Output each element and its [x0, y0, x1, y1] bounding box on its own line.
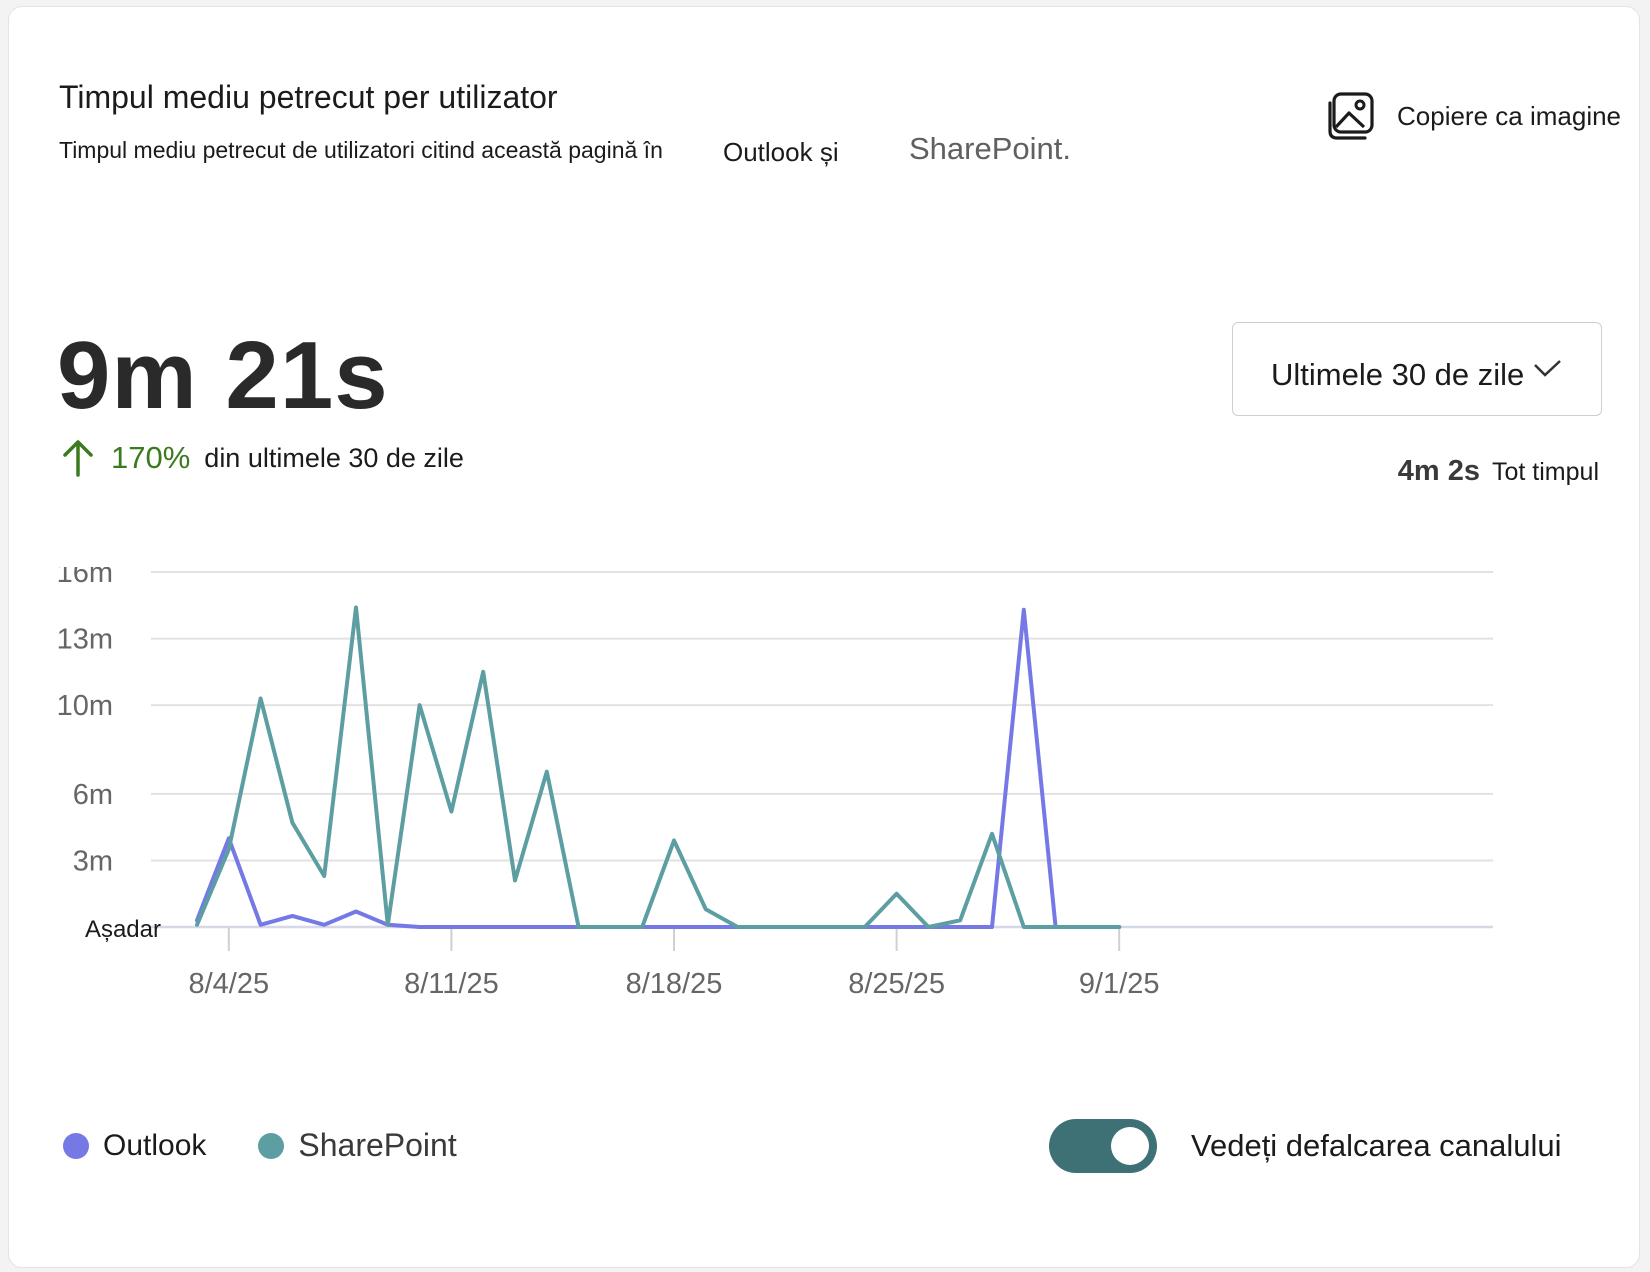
- card-subtitle: Timpul mediu petrecut de utilizatori cit…: [59, 137, 663, 163]
- y-tick-label: 3m: [73, 845, 113, 877]
- all-time-stat: 4m 2s Tot timpul: [1398, 455, 1599, 488]
- all-time-label: Tot timpul: [1492, 458, 1599, 486]
- legend-dot-sharepoint: [258, 1132, 285, 1159]
- copy-as-image-label: Copiere ca imagine: [1397, 100, 1622, 131]
- trend-indicator: 170% din ultimele 30 de zile: [61, 439, 464, 477]
- subtitle-outlook: Outlook și: [723, 137, 839, 167]
- legend-dot-outlook: [63, 1132, 89, 1159]
- all-time-value: 4m 2s: [1397, 455, 1481, 487]
- chevron-down-icon: [1534, 360, 1561, 377]
- y-tick-label: 16m: [57, 567, 113, 589]
- average-time-value: 9m 21s: [57, 322, 389, 429]
- y-tick-label: 6m: [73, 779, 113, 811]
- x-tick-label: 8/4/25: [188, 968, 269, 1000]
- card-title: Timpul mediu petrecut per utilizator: [59, 79, 558, 115]
- image-icon: [1328, 92, 1374, 140]
- x-tick-label: 8/18/25: [626, 968, 723, 1000]
- metric-card: Timpul mediu petrecut per utilizator Tim…: [8, 6, 1640, 1268]
- legend-label-sharepoint: SharePoint: [298, 1127, 457, 1163]
- time-spent-line-chart: Așadar 3m 6m 10m 13m 16m 8/4/25 8/11/25 8/18/25…: [57, 567, 1493, 1000]
- y-tick-label: 10m: [57, 690, 113, 722]
- x-tick-label: 8/11/25: [404, 968, 499, 1000]
- chart-legend: Outlook SharePoint: [63, 1127, 509, 1164]
- legend-label-outlook: Outlook: [103, 1128, 207, 1162]
- legend-item-sharepoint[interactable]: SharePoint: [258, 1127, 457, 1164]
- arrow-up-icon: [63, 440, 93, 477]
- toggle-knob: [1111, 1127, 1149, 1165]
- channel-breakdown-toggle[interactable]: Vedeți defalcarea canalului: [1049, 1119, 1562, 1173]
- toggle-switch[interactable]: [1049, 1119, 1157, 1173]
- y-tick-label: Așadar: [85, 916, 161, 943]
- y-tick-label: 13m: [57, 624, 113, 656]
- subtitle-sharepoint: SharePoint.: [909, 131, 1071, 166]
- legend-item-outlook[interactable]: Outlook: [63, 1129, 206, 1163]
- toggle-label: Vedeți defalcarea canalului: [1191, 1128, 1562, 1163]
- copy-as-image-button[interactable]: Copiere ca imagine: [1325, 91, 1621, 141]
- time-range-dropdown[interactable]: Ultimele 30 de zile: [1232, 322, 1602, 416]
- series-line-outlook: [195, 607, 1122, 929]
- series-line-sharepoint: [195, 605, 1122, 929]
- trend-period: din ultimele 30 de zile: [204, 442, 464, 473]
- x-tick-label: 9/1/25: [1079, 968, 1160, 1000]
- x-tick-label: 8/25/25: [848, 968, 945, 1000]
- time-range-value: Ultimele 30 de zile: [1271, 357, 1525, 392]
- trend-percent: 170%: [111, 440, 191, 475]
